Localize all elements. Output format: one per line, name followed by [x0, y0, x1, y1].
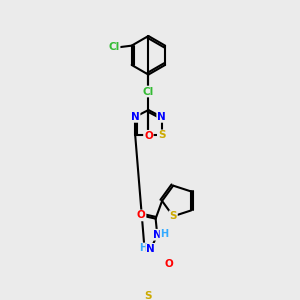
Text: N: N [153, 230, 162, 240]
Text: N: N [131, 112, 140, 122]
Text: S: S [145, 291, 152, 300]
Text: N: N [146, 244, 155, 254]
Text: H: H [160, 229, 169, 239]
Text: Cl: Cl [108, 42, 120, 52]
Text: S: S [158, 130, 165, 140]
Text: H: H [140, 243, 148, 254]
Text: Cl: Cl [143, 86, 154, 97]
Text: O: O [144, 131, 153, 141]
Text: O: O [165, 259, 174, 269]
Text: N: N [157, 112, 166, 122]
Text: S: S [169, 211, 177, 221]
Text: O: O [137, 210, 146, 220]
